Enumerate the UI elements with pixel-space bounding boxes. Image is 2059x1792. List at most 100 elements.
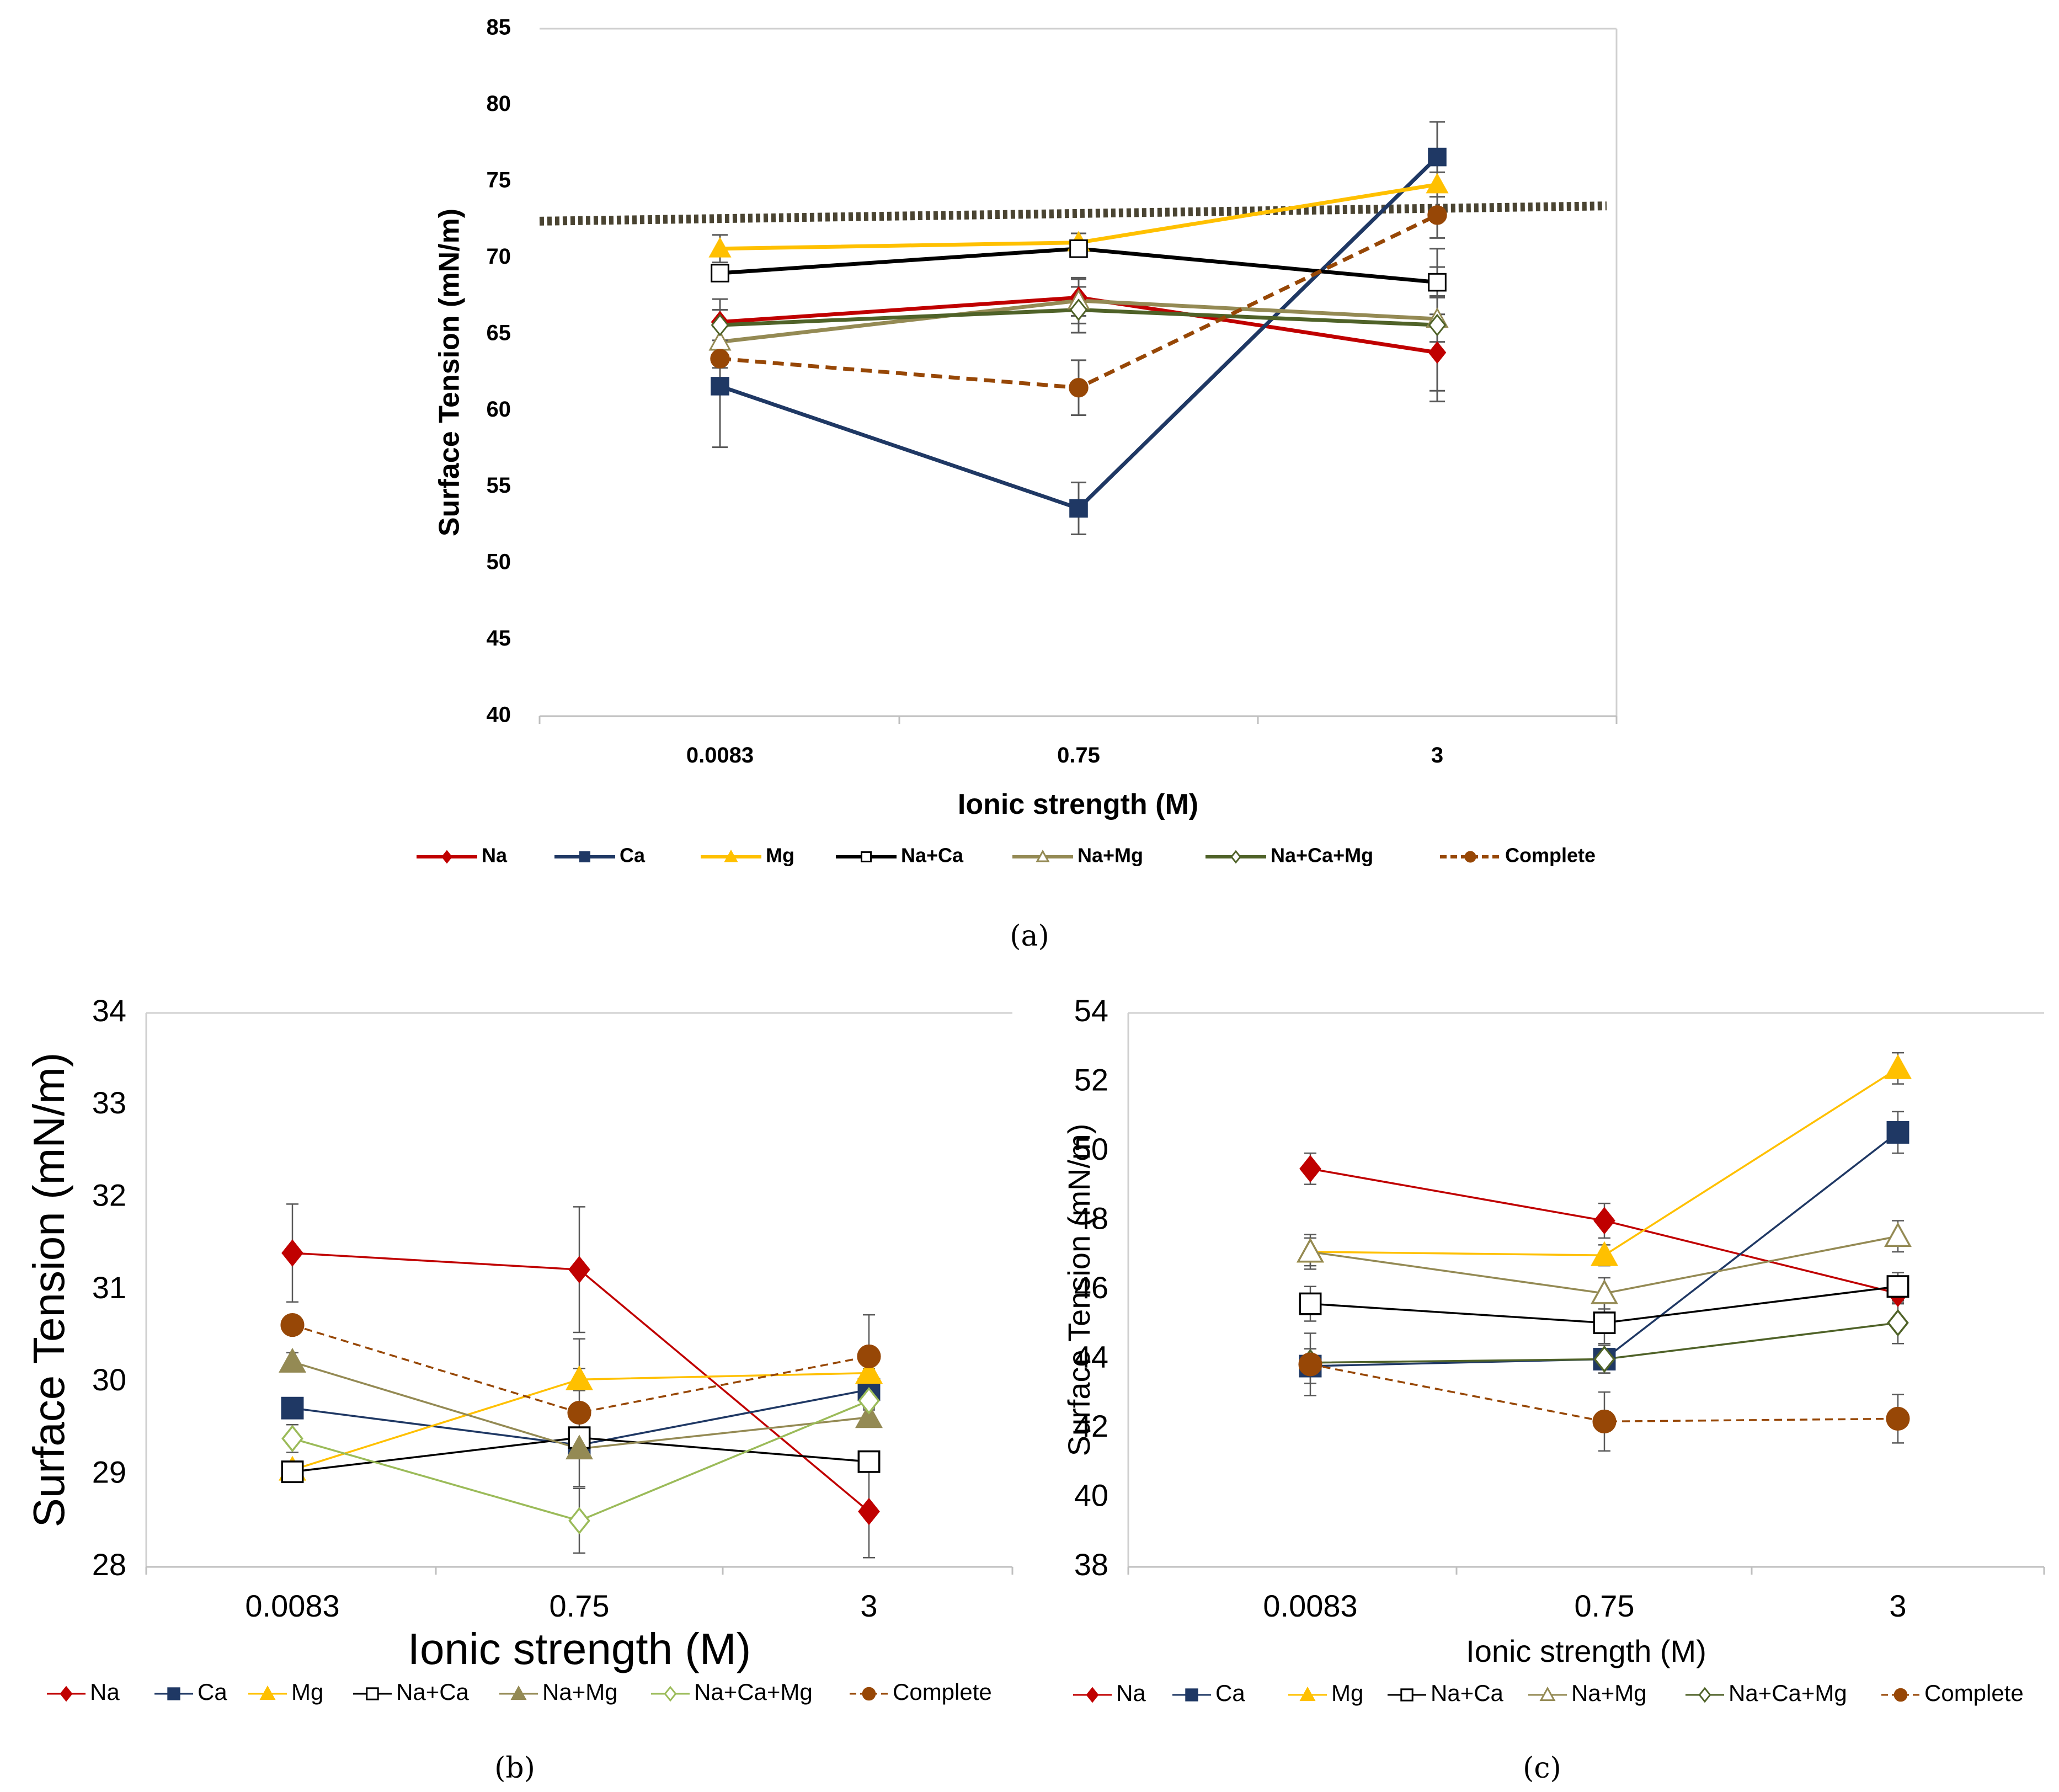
chart-c-legend-label-complete: Complete bbox=[1924, 1680, 2024, 1706]
chart-a-y-tick-label-85: 85 bbox=[487, 15, 511, 40]
chart-c-point-complete-2 bbox=[1886, 1406, 1910, 1431]
chart-a-legend-label-na-plus-mg: Na+Mg bbox=[1077, 844, 1143, 867]
chart-b-y-tick-label-30: 30 bbox=[92, 1362, 126, 1397]
chart-b-point-mg-2 bbox=[855, 1358, 883, 1384]
chart-a-x-tick-label-0-0083: 0.0083 bbox=[686, 743, 754, 767]
chart-c: 38 40 42 44 46 48 50 52 54 0.0083 0.75 3 Ionic stren… bbox=[1061, 993, 2045, 1706]
chart-a-point-na-plus-ca-plus-mg-2 bbox=[1428, 313, 1447, 337]
chart-c-point-ca-2 bbox=[1886, 1121, 1909, 1144]
chart-c-point-na-1 bbox=[1593, 1207, 1615, 1235]
chart-a-legend-marker-mg bbox=[724, 849, 738, 862]
chart-a-y-tick-label-45: 45 bbox=[487, 626, 511, 650]
caption-c: (c) bbox=[1523, 1752, 1561, 1785]
chart-b-point-na-plus-ca-2 bbox=[857, 1450, 881, 1473]
chart-b-x-tick-label-0-0083: 0.0083 bbox=[245, 1588, 339, 1623]
chart-c-legend-label-na: Na bbox=[1116, 1680, 1146, 1706]
chart-a-point-ca-0 bbox=[711, 377, 729, 396]
chart-b-point-mg-1 bbox=[566, 1365, 593, 1390]
chart-c-legend-label-na-plus-mg: Na+Mg bbox=[1571, 1680, 1647, 1706]
chart-a-y-tick-label-55: 55 bbox=[487, 473, 511, 498]
chart-c-point-na-0 bbox=[1299, 1155, 1321, 1183]
chart-a-point-mg-0 bbox=[708, 237, 732, 258]
chart-b-legend-label-na-plus-ca-plus-mg: Na+Ca+Mg bbox=[694, 1679, 813, 1705]
chart-b: 28 29 30 31 32 33 34 0.0083 0.75 3 Ionic strength … bbox=[24, 993, 1014, 1705]
chart-c-point-na-plus-ca-2 bbox=[1886, 1275, 1909, 1298]
chart-a: 40 45 50 55 60 65 70 75 80 85 0.0083 0.75 3 Ionic str… bbox=[417, 15, 1618, 867]
chart-b-point-na-0 bbox=[281, 1239, 303, 1267]
chart-b-point-na-plus-ca-plus-mg-1 bbox=[568, 1507, 590, 1535]
chart-c-point-na-plus-mg-2 bbox=[1884, 1222, 1912, 1247]
chart-c-point-na-plus-ca-plus-mg-2 bbox=[1887, 1309, 1909, 1337]
chart-b-legend-label-na-plus-mg: Na+Mg bbox=[542, 1679, 618, 1705]
chart-c-y-tick-label-48: 48 bbox=[1074, 1201, 1108, 1235]
chart-a-reference-line bbox=[539, 201, 1607, 226]
chart-a-legend-marker-complete bbox=[1464, 851, 1476, 863]
chart-c-x-tick-label-3: 3 bbox=[1889, 1588, 1906, 1623]
chart-a-x-tick-label-0-75: 0.75 bbox=[1057, 743, 1100, 767]
chart-b-y-axis-title: Surface Tension (mN/m) bbox=[24, 1052, 73, 1527]
chart-b-legend-label-na: Na bbox=[90, 1679, 120, 1705]
chart-c-legend-label-na-plus-ca-plus-mg: Na+Ca+Mg bbox=[1729, 1680, 1847, 1706]
chart-a-y-tick-label-80: 80 bbox=[487, 92, 511, 116]
chart-c-legend-marker-complete bbox=[1893, 1688, 1908, 1702]
chart-a-y-tick-label-70: 70 bbox=[487, 244, 511, 269]
chart-b-legend-marker-na-plus-ca bbox=[366, 1687, 379, 1700]
chart-b-legend-marker-na-plus-mg bbox=[510, 1685, 527, 1700]
chart-b-y-tick-label-31: 31 bbox=[92, 1270, 126, 1305]
chart-b-point-ca-0 bbox=[281, 1396, 304, 1420]
chart-a-y-tick-label-50: 50 bbox=[487, 550, 511, 574]
chart-b-point-na-2 bbox=[858, 1497, 880, 1526]
chart-a-point-ca-1 bbox=[1069, 499, 1088, 518]
chart-c-point-mg-1 bbox=[1591, 1241, 1618, 1266]
chart-c-x-axis-title: Ionic strength (M) bbox=[1466, 1634, 1706, 1668]
chart-a-legend-marker-na-plus-mg bbox=[1036, 849, 1050, 862]
chart-b-legend-label-complete: Complete bbox=[893, 1679, 992, 1705]
chart-c-legend-label-ca: Ca bbox=[1215, 1680, 1245, 1706]
chart-c-legend-label-na-plus-ca: Na+Ca bbox=[1431, 1680, 1504, 1706]
chart-c-legend-marker-ca bbox=[1185, 1688, 1198, 1702]
chart-b-legend-label-na-plus-ca: Na+Ca bbox=[396, 1679, 470, 1705]
chart-a-point-complete-2 bbox=[1427, 205, 1447, 225]
chart-a-point-na-plus-ca-plus-mg-1 bbox=[1069, 298, 1088, 321]
chart-b-point-complete-2 bbox=[857, 1344, 881, 1369]
chart-c-point-complete-0 bbox=[1298, 1352, 1322, 1377]
chart-a-legend-marker-na-plus-ca-plus-mg bbox=[1230, 850, 1241, 864]
chart-c-point-na-plus-mg-1 bbox=[1591, 1279, 1618, 1304]
chart-c-y-tick-label-46: 46 bbox=[1074, 1270, 1108, 1305]
chart-b-point-na-plus-ca-0 bbox=[281, 1460, 304, 1484]
chart-c-x-tick-label-0-75: 0.75 bbox=[1575, 1588, 1635, 1623]
chart-b-series-line-complete bbox=[292, 1324, 870, 1414]
chart-a-point-ca-2 bbox=[1428, 147, 1447, 167]
chart-a-y-tick-label-65: 65 bbox=[487, 321, 511, 345]
chart-a-y-tick-label-60: 60 bbox=[487, 397, 511, 422]
chart-c-point-na-plus-ca-0 bbox=[1299, 1292, 1322, 1315]
chart-b-point-na-plus-ca-plus-mg-0 bbox=[281, 1425, 303, 1453]
chart-b-point-na-plus-mg-2 bbox=[855, 1403, 883, 1428]
chart-b-legend-marker-ca bbox=[167, 1687, 180, 1700]
chart-c-y-tick-label-54: 54 bbox=[1074, 993, 1108, 1028]
chart-b-legend-label-mg: Mg bbox=[291, 1679, 323, 1705]
chart-a-point-na-plus-ca-1 bbox=[1069, 239, 1088, 258]
chart-b-point-complete-0 bbox=[280, 1313, 305, 1337]
chart-c-legend-marker-na-plus-mg bbox=[1539, 1686, 1556, 1702]
chart-a-point-mg-2 bbox=[1426, 173, 1449, 194]
chart-b-y-tick-label-28: 28 bbox=[92, 1547, 126, 1582]
chart-a-point-complete-0 bbox=[710, 349, 730, 369]
chart-b-x-tick-label-3: 3 bbox=[860, 1588, 877, 1623]
chart-c-legend-label-mg: Mg bbox=[1331, 1680, 1363, 1706]
chart-a-legend-marker-ca bbox=[579, 851, 590, 862]
chart-c-legend-marker-mg bbox=[1299, 1686, 1316, 1702]
chart-a-point-na-2 bbox=[1428, 341, 1447, 364]
chart-c-y-tick-label-52: 52 bbox=[1074, 1062, 1108, 1097]
chart-a-point-na-plus-ca-plus-mg-0 bbox=[711, 313, 729, 337]
chart-a-legend-marker-na bbox=[441, 850, 452, 864]
chart-a-legend-label-na: Na bbox=[482, 844, 508, 867]
chart-c-y-tick-label-40: 40 bbox=[1074, 1478, 1108, 1512]
chart-c-y-tick-label-44: 44 bbox=[1074, 1339, 1108, 1374]
chart-a-legend-label-mg: Mg bbox=[766, 844, 794, 867]
chart-c-legend-marker-na-plus-ca bbox=[1400, 1688, 1413, 1702]
caption-a: (a) bbox=[1010, 920, 1049, 953]
chart-c-x-tick-label-0-0083: 0.0083 bbox=[1263, 1588, 1357, 1623]
chart-c-point-na-plus-ca-1 bbox=[1593, 1311, 1616, 1335]
